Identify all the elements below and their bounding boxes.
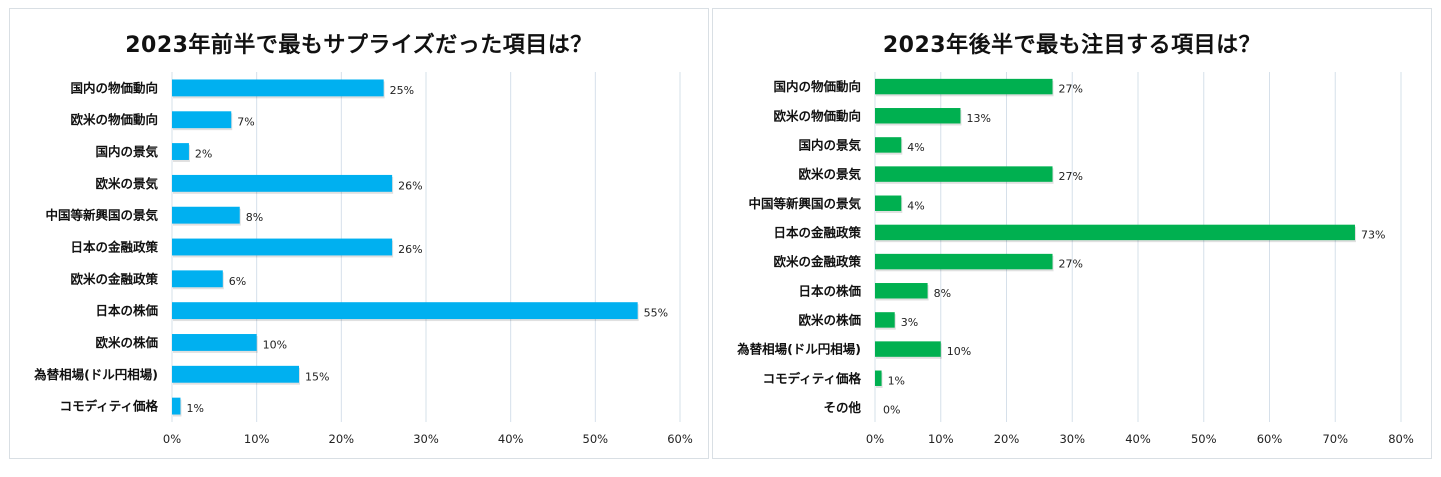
x-tick-label: 70% xyxy=(1322,432,1348,446)
category-label: 為替相場(ドル円相場) xyxy=(736,342,861,357)
bar xyxy=(875,253,1053,270)
category-label: 為替相場(ドル円相場) xyxy=(33,367,158,382)
bar xyxy=(875,78,1053,95)
category-label: コモディティ価格 xyxy=(60,399,159,414)
bar xyxy=(172,397,181,415)
data-label: 7% xyxy=(237,116,254,129)
x-tick-label: 80% xyxy=(1388,432,1414,446)
category-label: 欧米の景気 xyxy=(95,176,158,191)
data-label: 8% xyxy=(246,211,263,224)
data-label: 26% xyxy=(398,179,422,192)
x-tick-label: 10% xyxy=(928,432,954,446)
data-label: 27% xyxy=(1059,258,1083,271)
x-tick-label: 40% xyxy=(498,432,524,446)
category-label: 日本の株価 xyxy=(798,283,861,298)
category-label: 欧米の株価 xyxy=(95,335,158,350)
data-label: 0% xyxy=(883,403,900,416)
category-label: コモディティ価格 xyxy=(763,371,862,386)
category-label: 欧米の金融政策 xyxy=(773,254,861,269)
category-label: 国内の物価動向 xyxy=(70,80,158,95)
data-label: 1% xyxy=(186,402,203,415)
category-label: 国内の景気 xyxy=(95,144,158,159)
x-tick-label: 20% xyxy=(994,432,1020,446)
chart-title: 2023年前半で最もサプライズだった項目は？ xyxy=(125,33,593,58)
data-label: 2% xyxy=(195,148,212,161)
category-label: 日本の金融政策 xyxy=(773,225,861,240)
bar xyxy=(172,365,299,383)
data-label: 3% xyxy=(901,316,918,329)
x-tick-label: 30% xyxy=(413,432,439,446)
x-tick-label: 10% xyxy=(244,432,270,446)
bar xyxy=(172,334,257,351)
category-label: 日本の株価 xyxy=(95,303,158,318)
category-label: 欧米の株価 xyxy=(798,312,861,327)
x-tick-label: 40% xyxy=(1125,432,1151,446)
bar xyxy=(875,108,961,124)
bar xyxy=(172,79,384,97)
category-label: 欧米の金融政策 xyxy=(70,271,158,286)
x-tick-label: 60% xyxy=(667,432,693,446)
bar xyxy=(875,224,1355,241)
category-label: 中国等新興国の景気 xyxy=(748,196,861,211)
data-label: 8% xyxy=(934,287,951,300)
data-label: 73% xyxy=(1361,228,1385,241)
x-tick-label: 20% xyxy=(329,432,355,446)
x-tick-label: 50% xyxy=(1191,432,1217,446)
x-tick-label: 0% xyxy=(163,432,181,446)
bar xyxy=(172,111,232,129)
data-label: 25% xyxy=(390,84,414,97)
chart-title: 2023年後半で最も注目する項目は？ xyxy=(882,33,1262,58)
category-label: 中国等新興国の景気 xyxy=(45,208,158,223)
bar xyxy=(875,341,941,357)
category-label: 欧米の景気 xyxy=(798,167,861,182)
bar xyxy=(875,283,928,299)
bar xyxy=(172,206,240,224)
category-label: 日本の金融政策 xyxy=(70,240,158,255)
data-label: 10% xyxy=(263,338,287,351)
x-tick-label: 30% xyxy=(1059,432,1085,446)
x-tick-label: 50% xyxy=(583,432,609,446)
bar xyxy=(172,270,223,288)
x-tick-label: 60% xyxy=(1257,432,1283,446)
category-label: 欧米の物価動向 xyxy=(773,108,861,123)
data-label: 55% xyxy=(644,307,668,320)
data-label: 27% xyxy=(1059,170,1083,183)
bar xyxy=(875,137,902,153)
data-label: 4% xyxy=(907,141,924,154)
data-label: 15% xyxy=(305,370,329,383)
bar xyxy=(875,195,902,211)
category-label: その他 xyxy=(823,400,861,415)
data-label: 10% xyxy=(947,345,971,358)
bar xyxy=(875,312,895,328)
data-label: 6% xyxy=(229,275,246,288)
bar xyxy=(172,238,393,256)
data-label: 13% xyxy=(966,112,990,125)
category-label: 欧米の物価動向 xyxy=(70,112,158,127)
bar xyxy=(172,174,393,192)
bar xyxy=(172,143,189,160)
data-label: 1% xyxy=(888,374,905,387)
category-label: 国内の物価動向 xyxy=(773,79,861,94)
x-tick-label: 0% xyxy=(866,432,884,446)
data-label: 4% xyxy=(907,199,924,212)
category-label: 国内の景気 xyxy=(798,137,861,152)
data-label: 26% xyxy=(398,243,422,256)
bar xyxy=(172,302,638,320)
data-label: 27% xyxy=(1059,83,1083,96)
bar xyxy=(875,166,1053,182)
bar xyxy=(875,370,882,386)
